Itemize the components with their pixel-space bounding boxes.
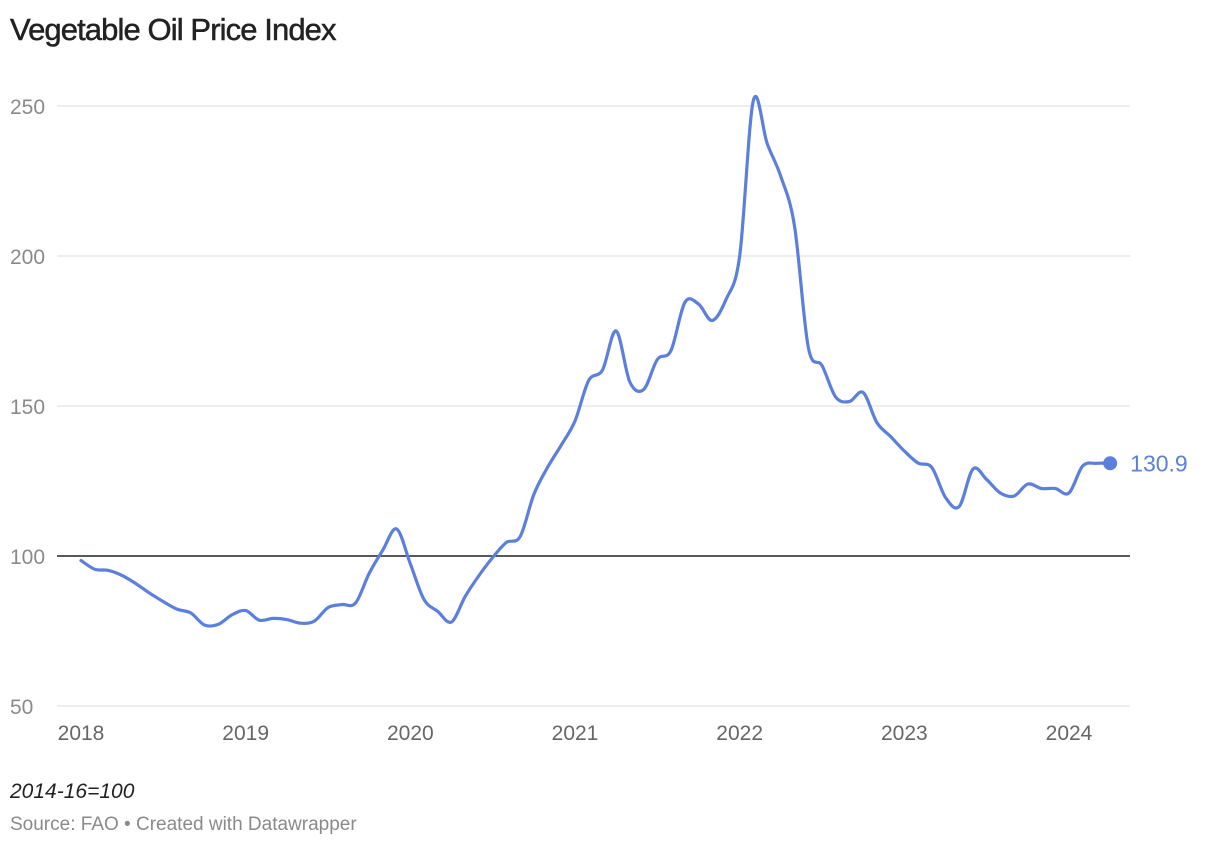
x-tick-label-2020: 2020	[387, 722, 434, 745]
x-tick-label-2022: 2022	[716, 722, 763, 745]
y-tick-label-100: 100	[10, 546, 45, 569]
series-group: 130.9	[79, 95, 1188, 628]
series-end-point	[1103, 456, 1118, 471]
gridlines	[57, 105, 1130, 707]
x-tick-label-2018: 2018	[58, 722, 105, 745]
x-tick-label-2024: 2024	[1046, 722, 1093, 745]
y-tick-label-200: 200	[10, 246, 45, 269]
x-tick-label-2023: 2023	[881, 722, 928, 745]
chart-note: 2014-16=100	[10, 780, 135, 803]
y-axis-ticks: 250 200 150 100 50	[10, 96, 45, 719]
x-tick-label-2021: 2021	[552, 722, 599, 745]
y-tick-label-150: 150	[10, 396, 45, 419]
chart-title: Vegetable Oil Price Index	[10, 12, 337, 48]
chart-source: Source: FAO • Created with Datawrapper	[10, 814, 357, 835]
series-line-0	[79, 95, 1112, 628]
y-tick-label-50: 50	[10, 696, 33, 719]
x-tick-label-2019: 2019	[222, 722, 269, 745]
y-tick-label-250: 250	[10, 96, 45, 119]
x-axis-ticks: 2018 2019 2020 2021 2022 2023 2024	[58, 722, 1093, 745]
series-end-label: 130.9	[1130, 450, 1188, 476]
